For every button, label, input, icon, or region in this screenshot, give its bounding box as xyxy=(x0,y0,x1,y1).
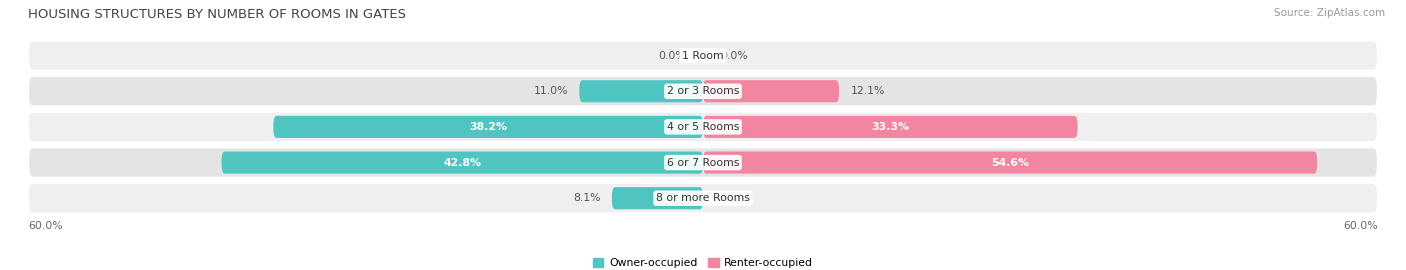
Text: 54.6%: 54.6% xyxy=(991,158,1029,168)
Text: 1 Room: 1 Room xyxy=(682,50,724,60)
FancyBboxPatch shape xyxy=(703,116,1077,138)
FancyBboxPatch shape xyxy=(28,183,1378,213)
FancyBboxPatch shape xyxy=(28,112,1378,142)
FancyBboxPatch shape xyxy=(28,147,1378,178)
Text: 11.0%: 11.0% xyxy=(533,86,568,96)
Text: 60.0%: 60.0% xyxy=(1343,221,1378,231)
Text: 33.3%: 33.3% xyxy=(872,122,910,132)
FancyBboxPatch shape xyxy=(28,40,1378,71)
Text: 12.1%: 12.1% xyxy=(851,86,884,96)
Text: 60.0%: 60.0% xyxy=(28,221,63,231)
Text: 0.0%: 0.0% xyxy=(720,50,748,60)
FancyBboxPatch shape xyxy=(579,80,703,102)
Text: 2 or 3 Rooms: 2 or 3 Rooms xyxy=(666,86,740,96)
FancyBboxPatch shape xyxy=(273,116,703,138)
FancyBboxPatch shape xyxy=(612,187,703,209)
FancyBboxPatch shape xyxy=(703,80,839,102)
Text: 0.0%: 0.0% xyxy=(658,50,686,60)
Text: 6 or 7 Rooms: 6 or 7 Rooms xyxy=(666,158,740,168)
Text: 42.8%: 42.8% xyxy=(443,158,481,168)
Text: 0.0%: 0.0% xyxy=(720,193,748,203)
Text: Source: ZipAtlas.com: Source: ZipAtlas.com xyxy=(1274,8,1385,18)
Text: HOUSING STRUCTURES BY NUMBER OF ROOMS IN GATES: HOUSING STRUCTURES BY NUMBER OF ROOMS IN… xyxy=(28,8,406,21)
FancyBboxPatch shape xyxy=(222,151,703,174)
Text: 8.1%: 8.1% xyxy=(574,193,600,203)
Text: 8 or more Rooms: 8 or more Rooms xyxy=(657,193,749,203)
Text: 38.2%: 38.2% xyxy=(470,122,508,132)
FancyBboxPatch shape xyxy=(28,76,1378,106)
FancyBboxPatch shape xyxy=(703,151,1317,174)
Text: 4 or 5 Rooms: 4 or 5 Rooms xyxy=(666,122,740,132)
Legend: Owner-occupied, Renter-occupied: Owner-occupied, Renter-occupied xyxy=(588,254,818,270)
